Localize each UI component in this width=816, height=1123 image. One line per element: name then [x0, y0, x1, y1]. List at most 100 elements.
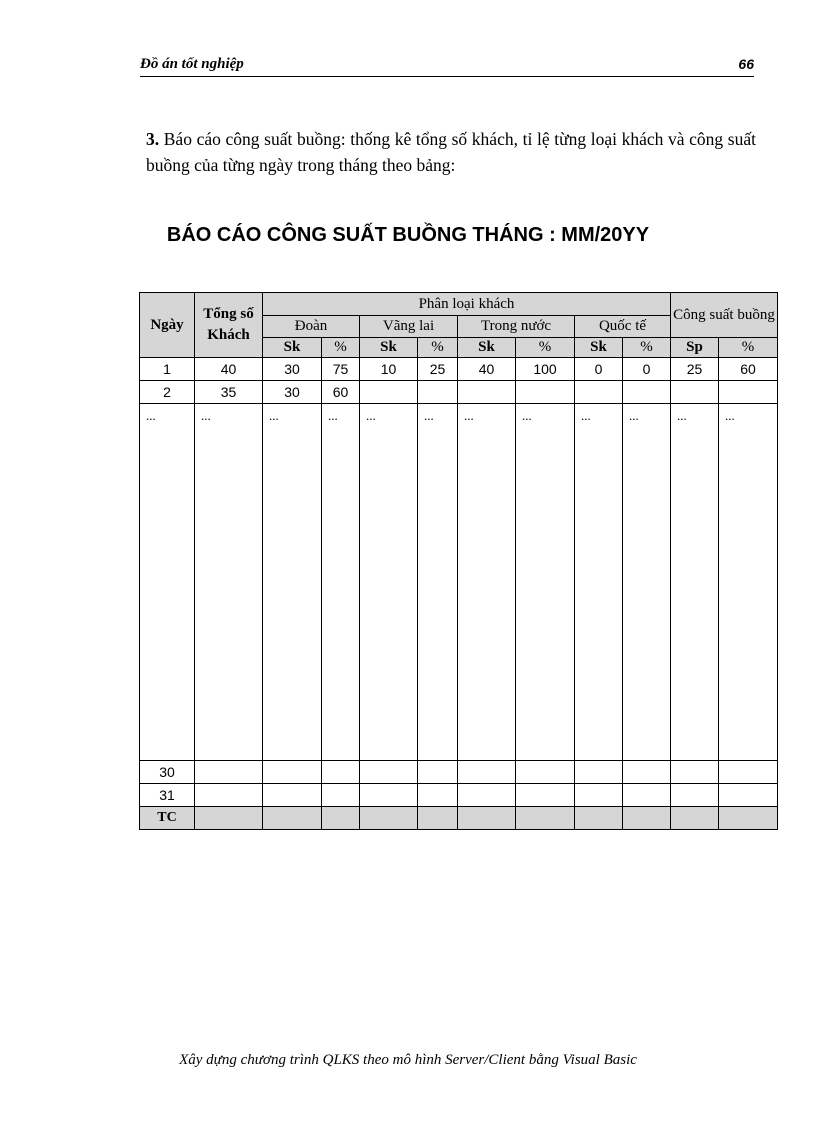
intro-paragraph: 3. Báo cáo công suất buồng: thống kê tổn… [146, 126, 756, 178]
table-cell [194, 783, 263, 807]
table-cell [718, 806, 778, 830]
table-cell [670, 806, 719, 830]
table-cell [321, 806, 360, 830]
intro-text: Báo cáo công suất buồng: thống kê tổng s… [146, 129, 756, 175]
col-cong-suat: Công suất buồng [670, 292, 778, 338]
table-cell [718, 783, 778, 807]
table-cell: ... [670, 403, 719, 761]
table-cell: TC [139, 806, 195, 830]
table-cell: 2 [139, 380, 195, 404]
table-cell [574, 760, 623, 784]
table-cell: 40 [194, 357, 263, 381]
table-cell: ... [574, 403, 623, 761]
table-cell: 0 [574, 357, 623, 381]
table-cell: 25 [417, 357, 458, 381]
table-cell: 30 [139, 760, 195, 784]
table-cell [515, 760, 575, 784]
table-cell [515, 783, 575, 807]
table-cell: 31 [139, 783, 195, 807]
col-ngay: Ngày [139, 292, 195, 358]
table-cell [262, 806, 322, 830]
table-row: .................................... [139, 403, 778, 761]
table-cell [515, 806, 575, 830]
table-cell: 30 [262, 357, 322, 381]
col-pct: % [718, 337, 778, 358]
table-cell: 60 [718, 357, 778, 381]
table-cell [457, 806, 516, 830]
table-row: 2 35 30 60 [139, 380, 778, 404]
col-pct: % [321, 337, 360, 358]
col-sp: Sp [670, 337, 719, 358]
table-cell [670, 760, 719, 784]
table-cell [194, 760, 263, 784]
table-cell [718, 760, 778, 784]
col-doan: Đoàn [262, 315, 360, 338]
table-cell [359, 380, 418, 404]
page-header: Đồ án tốt nghiệp 66 [140, 54, 754, 77]
col-vang-lai: Vãng lai [359, 315, 458, 338]
table-cell: 40 [457, 357, 516, 381]
table-cell: ... [457, 403, 516, 761]
item-number: 3. [146, 129, 160, 149]
table-cell [417, 760, 458, 784]
page-footer: Xây dựng chương trình QLKS theo mô hình … [179, 1052, 637, 1068]
page-number: 66 [738, 56, 754, 72]
table-cell: 0 [622, 357, 671, 381]
col-pct: % [417, 337, 458, 358]
table-cell: ... [515, 403, 575, 761]
table-cell [574, 380, 623, 404]
table-cell [457, 783, 516, 807]
table-cell: ... [139, 403, 195, 761]
table-cell [515, 380, 575, 404]
table-cell [670, 783, 719, 807]
table-cell [262, 783, 322, 807]
col-trong-nuoc: Trong nước [457, 315, 575, 338]
table-cell [417, 806, 458, 830]
table-cell [194, 806, 263, 830]
table-cell [417, 783, 458, 807]
table-cell [321, 783, 360, 807]
table-cell: ... [718, 403, 778, 761]
table-row: 31 [139, 783, 778, 807]
table-cell [622, 806, 671, 830]
table-cell: 10 [359, 357, 418, 381]
report-title: BÁO CÁO CÔNG SUẤT BUỒNG THÁNG : MM/20YY [166, 224, 650, 246]
table-cell [262, 760, 322, 784]
col-phan-loai: Phân loại khách [262, 292, 671, 316]
table-cell: 25 [670, 357, 719, 381]
table-cell: 1 [139, 357, 195, 381]
report-table: Ngày Tổng số Khách Phân loại khách Công … [139, 292, 778, 830]
table-cell: ... [417, 403, 458, 761]
table-cell: ... [262, 403, 322, 761]
table-row: TC [139, 806, 778, 830]
table-cell: ... [194, 403, 263, 761]
table-cell [457, 760, 516, 784]
table-cell: ... [359, 403, 418, 761]
col-tong-so-khach: Tổng số Khách [194, 292, 263, 358]
col-sk: Sk [574, 337, 623, 358]
table-row: 30 [139, 760, 778, 784]
table-cell [359, 783, 418, 807]
col-quoc-te: Quốc tế [574, 315, 671, 338]
table-cell: ... [622, 403, 671, 761]
col-pct: % [515, 337, 575, 358]
table-cell: 60 [321, 380, 360, 404]
table-cell [321, 760, 360, 784]
col-sk: Sk [359, 337, 418, 358]
table-cell [622, 380, 671, 404]
table-cell [574, 783, 623, 807]
table-cell [670, 380, 719, 404]
table-cell [718, 380, 778, 404]
table-cell [359, 806, 418, 830]
table-cell [457, 380, 516, 404]
table-cell: ... [321, 403, 360, 761]
table-cell [359, 760, 418, 784]
table-cell: 30 [262, 380, 322, 404]
header-title: Đồ án tốt nghiệp [140, 56, 244, 72]
table-cell [622, 760, 671, 784]
table-cell [622, 783, 671, 807]
table-cell [417, 380, 458, 404]
table-cell: 35 [194, 380, 263, 404]
col-sk: Sk [457, 337, 516, 358]
table-row: 1 40 30 75 10 25 40 100 0 0 25 60 [139, 357, 778, 381]
